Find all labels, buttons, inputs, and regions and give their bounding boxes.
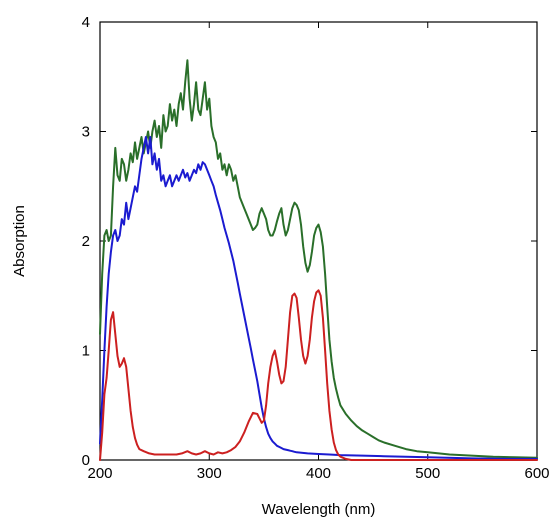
y-tick-label: 2 <box>82 233 90 250</box>
x-tick-label: 600 <box>524 465 549 482</box>
series-line-3 <box>99 289 538 461</box>
axis-ticks <box>99 21 538 461</box>
x-tick-label: 500 <box>415 465 440 482</box>
series-line-2 <box>99 136 538 460</box>
y-tick-label: 1 <box>82 343 90 360</box>
y-tick-label: 3 <box>82 124 90 141</box>
series-layer <box>99 59 538 461</box>
x-tick-label: 200 <box>87 465 112 482</box>
x-tick-label: 300 <box>197 465 222 482</box>
series-line-1 <box>99 59 538 459</box>
y-tick-label: 0 <box>82 452 90 469</box>
y-axis-label: Absorption <box>11 205 28 277</box>
tick-labels: 200 300 400 500 600 0 1 2 3 4 <box>82 14 550 482</box>
y-tick-label: 4 <box>82 14 90 31</box>
x-axis-label: Wavelength (nm) <box>262 501 376 518</box>
plot-border <box>99 21 538 461</box>
plot-frame <box>99 21 538 461</box>
x-tick-label: 400 <box>306 465 331 482</box>
